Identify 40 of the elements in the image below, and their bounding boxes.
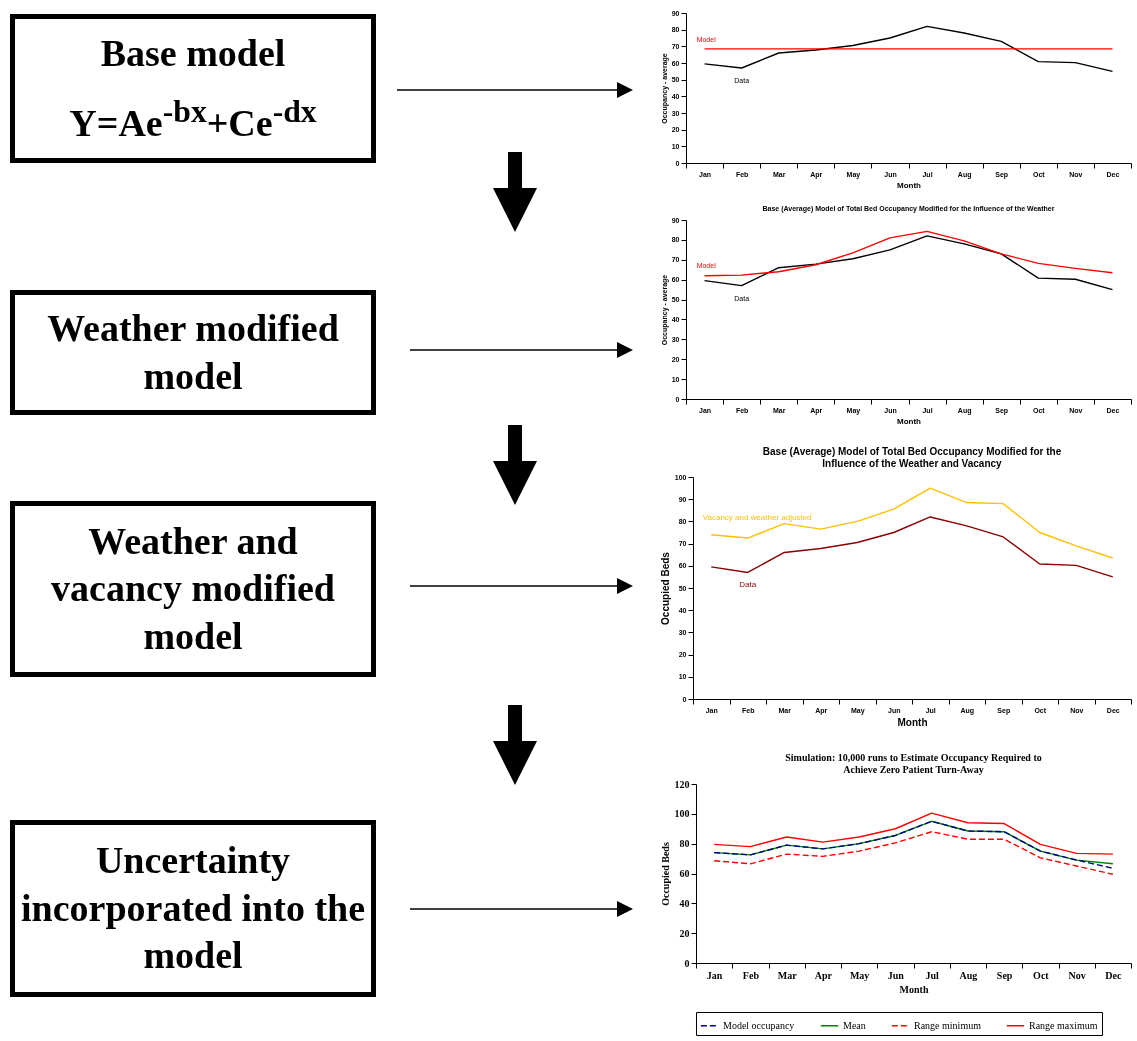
text: Base model <box>100 31 286 77</box>
y-tick-label: 80 <box>679 838 690 850</box>
x-tick-label: Apr <box>814 969 833 981</box>
legend-label: Mean <box>843 1019 866 1031</box>
line-series <box>713 812 1114 855</box>
legend-label: Range minimum <box>914 1019 982 1031</box>
y-tick-label: 40 <box>679 897 690 909</box>
y-axis-title: Occupied Beds <box>659 551 671 625</box>
y-tick-label: 120 <box>674 778 690 790</box>
y-tick-label: 60 <box>679 868 690 879</box>
x-axis-title: Month <box>897 416 922 426</box>
chart-title: Base (Average) Model of Total Bed Occupancy Modified for the Influence of the Weather and Vacancy <box>762 446 1062 469</box>
x-tick-label: Aug <box>959 969 978 981</box>
x-axis-title: Month <box>897 716 928 728</box>
x-axis-title: Month <box>899 983 929 995</box>
legend-label: Range maximum <box>1029 1019 1098 1031</box>
text: Y=Ae$^{-bx}$+Ce$^{-dx}$ <box>69 92 317 146</box>
x-tick-label: Feb <box>742 969 760 981</box>
x-tick-label: Oct <box>1033 969 1050 981</box>
chart-title: Simulation: 10,000 runs to Estimate Occupancy Required to Achieve Zero Patient Turn-Away <box>785 752 1042 775</box>
series-label: Data <box>739 580 757 590</box>
x-axis-title: Month <box>897 180 922 190</box>
x-tick-label: Sep <box>996 969 1013 981</box>
x-tick-label: May <box>849 969 870 981</box>
x-tick-label: Jul <box>925 969 940 981</box>
x-tick-label: Mar <box>777 969 798 981</box>
y-axis-title: Occupied Beds <box>659 842 671 906</box>
text: Weather and vacancy modified model <box>50 518 336 659</box>
y-tick-label: 100 <box>674 808 690 820</box>
x-tick-label: Jun <box>887 969 905 981</box>
y-tick-label: 20 <box>679 927 690 939</box>
x-tick-label: Nov <box>1068 969 1086 981</box>
line-series <box>713 831 1114 875</box>
series-label: Vacancy and weather adjusted <box>702 513 812 523</box>
text: Uncertainty incorporated into the model <box>19 838 367 979</box>
y-tick-label: 0 <box>684 957 690 969</box>
x-tick-label: Dec <box>1105 969 1122 981</box>
legend-label: Model occupancy <box>723 1019 795 1031</box>
x-tick-label: Jan <box>706 969 723 981</box>
text: Weather modified model <box>46 306 340 399</box>
